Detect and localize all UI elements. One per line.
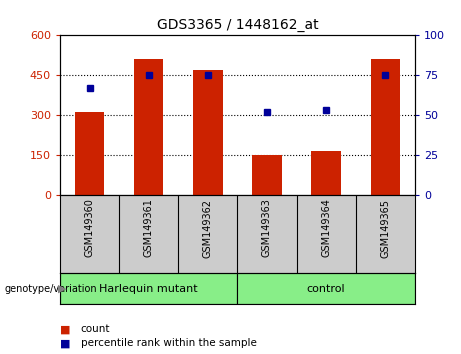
Bar xyxy=(311,151,341,195)
Bar xyxy=(60,273,237,304)
Text: count: count xyxy=(81,324,110,334)
Bar xyxy=(134,59,164,195)
Title: GDS3365 / 1448162_at: GDS3365 / 1448162_at xyxy=(157,18,318,32)
Text: ▶: ▶ xyxy=(58,284,66,293)
Bar xyxy=(371,59,400,195)
Bar xyxy=(252,155,282,195)
Bar xyxy=(193,70,223,195)
Bar xyxy=(237,273,415,304)
Text: GSM149365: GSM149365 xyxy=(380,199,390,258)
Text: ■: ■ xyxy=(60,324,71,334)
Text: GSM149363: GSM149363 xyxy=(262,199,272,257)
Text: control: control xyxy=(307,284,345,293)
Text: Harlequin mutant: Harlequin mutant xyxy=(100,284,198,293)
Text: genotype/variation: genotype/variation xyxy=(5,284,97,293)
Text: ■: ■ xyxy=(60,338,71,348)
Text: GSM149364: GSM149364 xyxy=(321,199,331,257)
Bar xyxy=(75,113,104,195)
Text: GSM149360: GSM149360 xyxy=(84,199,95,257)
Text: percentile rank within the sample: percentile rank within the sample xyxy=(81,338,257,348)
Text: GSM149361: GSM149361 xyxy=(144,199,154,257)
Text: GSM149362: GSM149362 xyxy=(203,199,213,258)
